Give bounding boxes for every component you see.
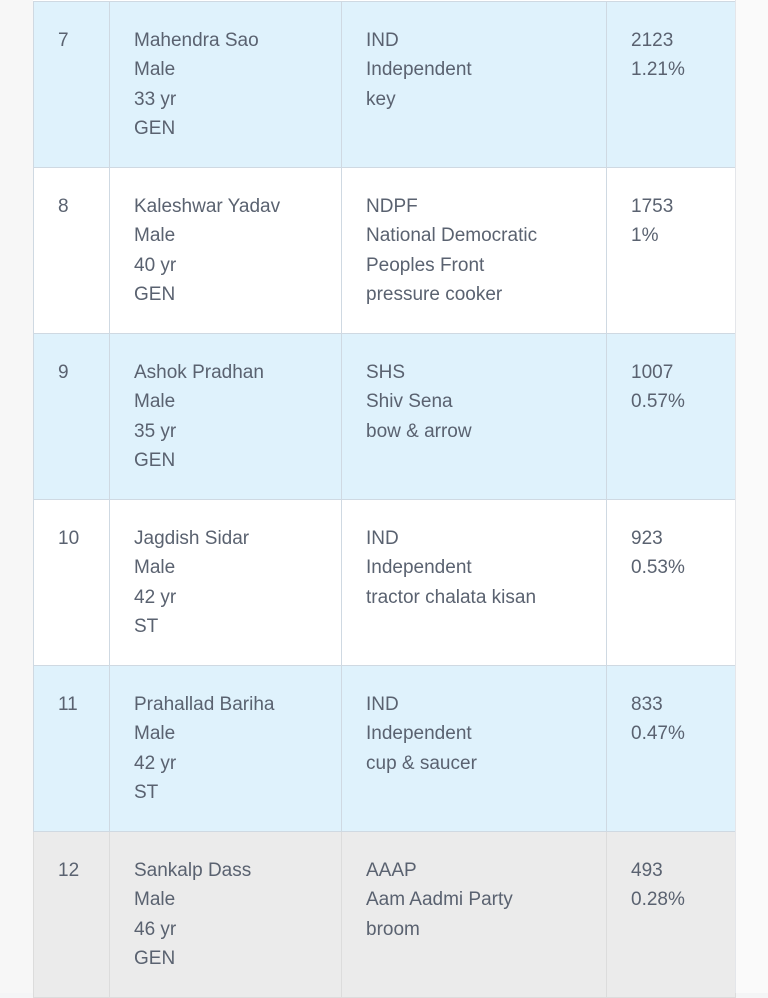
- serial-number: 10: [58, 528, 80, 549]
- left-margin: [0, 0, 33, 993]
- vote-count: 923: [631, 528, 663, 549]
- candidate-category: GEN: [134, 117, 176, 139]
- vote-percent: 1.21%: [631, 59, 685, 81]
- vote-count: 2123: [631, 30, 674, 51]
- candidate-category: ST: [134, 615, 159, 637]
- party-symbol: bow & arrow: [366, 420, 472, 442]
- vote-percent: 0.53%: [631, 557, 685, 579]
- party-cell: IND Independent key: [341, 1, 607, 168]
- party-symbol: key: [366, 88, 396, 110]
- party-name: Independent: [366, 723, 472, 745]
- party-name-line-2: Peoples Front: [366, 254, 485, 276]
- party-name: Shiv Sena: [366, 391, 453, 413]
- table-row: 9 Ashok Pradhan Male 35 yr GEN SHS Shiv …: [33, 333, 736, 500]
- candidate-cell: Jagdish Sidar Male 42 yr ST: [109, 499, 342, 666]
- party-symbol: cup & saucer: [366, 752, 477, 774]
- candidate-gender: Male: [134, 225, 176, 247]
- candidate-category: GEN: [134, 449, 176, 471]
- candidate-gender: Male: [134, 391, 176, 413]
- party-cell: NDPF National Democratic Peoples Front p…: [341, 167, 607, 334]
- vote-count: 493: [631, 860, 663, 881]
- candidate-age: 46 yr: [134, 918, 177, 940]
- vote-percent: 0.47%: [631, 723, 685, 745]
- candidate-gender: Male: [134, 59, 176, 81]
- votes-cell: 493 0.28%: [606, 831, 736, 998]
- candidate-age: 40 yr: [134, 254, 177, 276]
- votes-cell: 833 0.47%: [606, 665, 736, 832]
- candidate-cell: Ashok Pradhan Male 35 yr GEN: [109, 333, 342, 500]
- serial-number: 11: [58, 694, 78, 715]
- party-cell: IND Independent tractor chalata kisan: [341, 499, 607, 666]
- vote-count: 833: [631, 694, 663, 715]
- candidate-gender: Male: [134, 889, 176, 911]
- vote-percent: 0.28%: [631, 889, 685, 911]
- table-row: 12 Sankalp Dass Male 46 yr GEN AAAP Aam …: [33, 831, 736, 998]
- serial-number: 8: [58, 196, 69, 217]
- candidate-category: GEN: [134, 283, 176, 305]
- party-name: Aam Aadmi Party: [366, 889, 513, 911]
- party-symbol: pressure cooker: [366, 283, 503, 305]
- party-abbr: SHS: [366, 362, 406, 383]
- candidate-cell: Prahallad Bariha Male 42 yr ST: [109, 665, 342, 832]
- serial-number-cell: 7: [33, 1, 110, 168]
- party-name: Independent: [366, 59, 472, 81]
- party-symbol: tractor chalata kisan: [366, 586, 537, 608]
- party-abbr: IND: [366, 694, 399, 715]
- candidate-name: Prahallad Bariha: [134, 694, 275, 715]
- party-name-line-1: National Democratic: [366, 225, 538, 247]
- candidate-age: 33 yr: [134, 88, 177, 110]
- right-margin: [735, 0, 768, 993]
- serial-number-cell: 8: [33, 167, 110, 334]
- serial-number-cell: 12: [33, 831, 110, 998]
- votes-cell: 2123 1.21%: [606, 1, 736, 168]
- party-symbol: broom: [366, 918, 420, 940]
- votes-cell: 923 0.53%: [606, 499, 736, 666]
- party-cell: IND Independent cup & saucer: [341, 665, 607, 832]
- candidate-category: ST: [134, 781, 159, 803]
- party-name: Independent: [366, 557, 472, 579]
- vote-percent: 1%: [631, 225, 659, 247]
- party-abbr: IND: [366, 30, 399, 51]
- party-cell: AAAP Aam Aadmi Party broom: [341, 831, 607, 998]
- candidate-results-table: 7 Mahendra Sao Male 33 yr GEN IND Indepe…: [33, 1, 736, 998]
- candidate-gender: Male: [134, 723, 176, 745]
- party-cell: SHS Shiv Sena bow & arrow: [341, 333, 607, 500]
- serial-number-cell: 9: [33, 333, 110, 500]
- candidate-gender: Male: [134, 557, 176, 579]
- candidate-name: Mahendra Sao: [134, 30, 259, 51]
- table-row: 11 Prahallad Bariha Male 42 yr ST IND In…: [33, 665, 736, 832]
- candidate-name: Kaleshwar Yadav: [134, 196, 281, 217]
- candidate-cell: Sankalp Dass Male 46 yr GEN: [109, 831, 342, 998]
- candidate-age: 35 yr: [134, 420, 177, 442]
- party-abbr: NDPF: [366, 196, 418, 217]
- party-abbr: IND: [366, 528, 399, 549]
- vote-count: 1753: [631, 196, 674, 217]
- candidate-name: Jagdish Sidar: [134, 528, 250, 549]
- table-row: 10 Jagdish Sidar Male 42 yr ST IND Indep…: [33, 499, 736, 666]
- serial-number: 9: [58, 362, 69, 383]
- serial-number: 7: [58, 30, 69, 51]
- vote-percent: 0.57%: [631, 391, 685, 413]
- votes-cell: 1007 0.57%: [606, 333, 736, 500]
- candidate-age: 42 yr: [134, 586, 177, 608]
- candidate-category: GEN: [134, 947, 176, 969]
- vote-count: 1007: [631, 362, 674, 383]
- serial-number: 12: [58, 860, 80, 881]
- candidate-name: Sankalp Dass: [134, 860, 252, 881]
- serial-number-cell: 10: [33, 499, 110, 666]
- candidate-name: Ashok Pradhan: [134, 362, 264, 383]
- candidate-cell: Kaleshwar Yadav Male 40 yr GEN: [109, 167, 342, 334]
- candidate-age: 42 yr: [134, 752, 177, 774]
- serial-number-cell: 11: [33, 665, 110, 832]
- votes-cell: 1753 1%: [606, 167, 736, 334]
- table-row: 8 Kaleshwar Yadav Male 40 yr GEN NDPF Na…: [33, 167, 736, 334]
- candidate-cell: Mahendra Sao Male 33 yr GEN: [109, 1, 342, 168]
- table-row: 7 Mahendra Sao Male 33 yr GEN IND Indepe…: [33, 1, 736, 168]
- party-abbr: AAAP: [366, 860, 417, 881]
